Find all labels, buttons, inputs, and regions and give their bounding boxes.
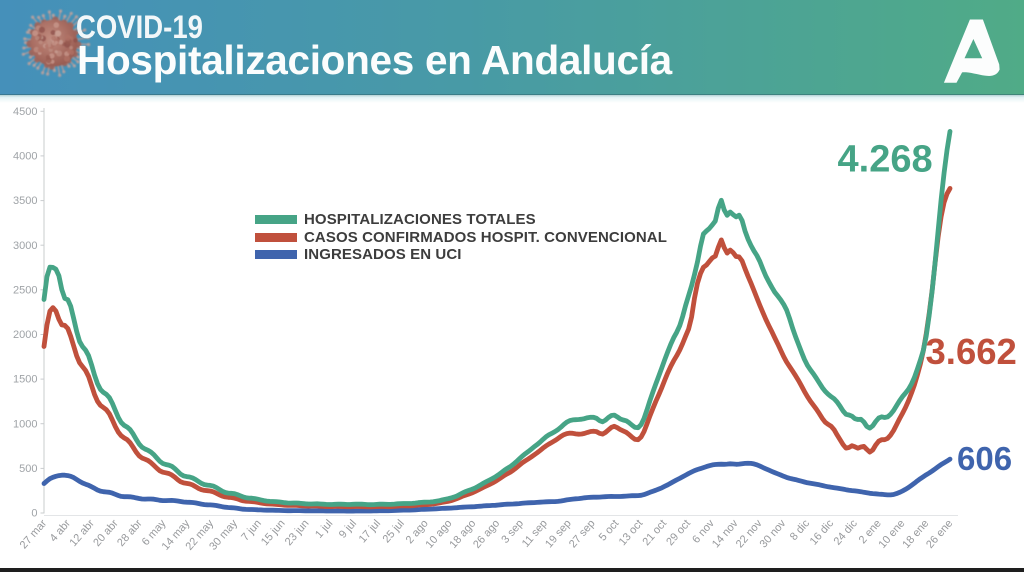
svg-text:30 nov: 30 nov <box>758 517 789 550</box>
svg-text:606: 606 <box>957 440 1012 477</box>
svg-text:26 ene: 26 ene <box>924 518 955 551</box>
svg-text:20 abr: 20 abr <box>91 517 121 549</box>
svg-text:15 jun: 15 jun <box>259 518 288 549</box>
svg-text:4.268: 4.268 <box>838 139 933 181</box>
svg-text:500: 500 <box>19 463 37 475</box>
svg-text:1 jul: 1 jul <box>313 518 335 541</box>
svg-text:3.662: 3.662 <box>926 331 1017 372</box>
svg-text:26 ago: 26 ago <box>471 518 502 551</box>
svg-text:27 sep: 27 sep <box>567 518 598 551</box>
svg-text:4500: 4500 <box>13 106 37 118</box>
svg-text:24 dic: 24 dic <box>832 517 861 547</box>
svg-text:1000: 1000 <box>13 418 37 430</box>
svg-text:28 abr: 28 abr <box>115 517 145 549</box>
svg-text:12 abr: 12 abr <box>67 517 97 549</box>
svg-text:13 oct: 13 oct <box>617 518 646 548</box>
svg-text:17 jul: 17 jul <box>357 518 383 546</box>
svg-text:16 dic: 16 dic <box>808 517 837 547</box>
svg-text:1500: 1500 <box>13 374 37 386</box>
svg-text:29 oct: 29 oct <box>664 518 693 548</box>
svg-text:23 jun: 23 jun <box>283 518 312 549</box>
svg-text:4000: 4000 <box>13 151 37 163</box>
svg-text:3500: 3500 <box>13 195 37 207</box>
svg-text:0: 0 <box>31 508 37 520</box>
svg-text:21 oct: 21 oct <box>640 518 669 548</box>
svg-text:3000: 3000 <box>13 240 37 252</box>
svg-text:2000: 2000 <box>13 329 37 341</box>
svg-text:25 jul: 25 jul <box>381 518 407 546</box>
svg-text:2500: 2500 <box>13 284 37 296</box>
svg-text:27 mar: 27 mar <box>18 517 50 551</box>
